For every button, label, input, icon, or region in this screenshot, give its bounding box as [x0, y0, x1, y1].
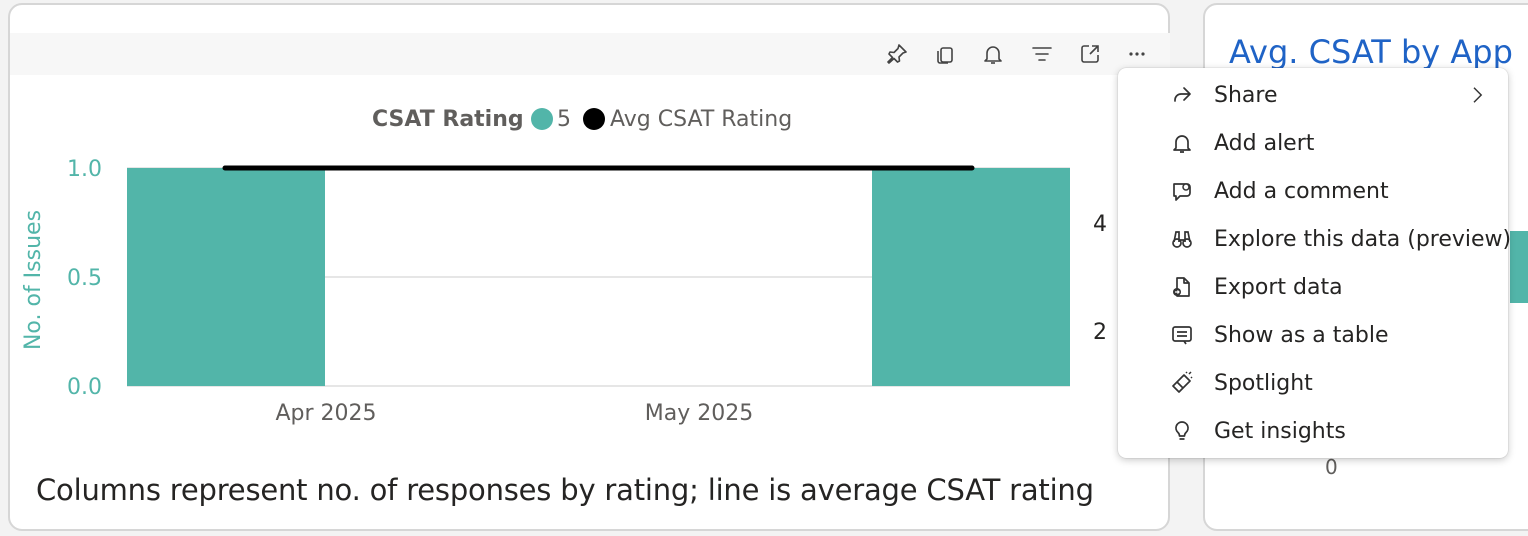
- menu-item-share[interactable]: Share: [1118, 71, 1508, 119]
- menu-item-add-a-comment[interactable]: Add a comment: [1118, 167, 1508, 215]
- share-icon: [1168, 81, 1196, 109]
- y-tick-label: 0.5: [67, 266, 102, 291]
- bar-apr-2025[interactable]: [127, 168, 325, 386]
- filter-icon[interactable]: [1025, 37, 1059, 71]
- menu-item-get-insights[interactable]: Get insights: [1118, 407, 1508, 455]
- menu-item-export-data[interactable]: Export data: [1118, 263, 1508, 311]
- lightbulb-icon: [1168, 417, 1196, 445]
- table-icon: [1168, 321, 1196, 349]
- y-tick-label: 1.0: [67, 157, 102, 182]
- combo-chart: CSAT Rating 5 Avg CSAT Rating 0.0 0.5 1.0 A…: [21, 107, 1107, 426]
- comment-icon: [1168, 177, 1196, 205]
- legend-item-5: 5: [557, 107, 571, 132]
- visual-card[interactable]: CSAT Rating 5 Avg CSAT Rating 0.0 0.5 1.0 A…: [8, 3, 1170, 531]
- legend-item-avg-csat: Avg CSAT Rating: [610, 107, 792, 132]
- menu-item-label: Spotlight: [1214, 370, 1313, 396]
- binoculars-icon: [1168, 225, 1196, 253]
- legend-marker-5: [531, 108, 553, 130]
- chart-bar[interactable]: [1510, 231, 1528, 303]
- plot-area: 0.0 0.5 1.0 Apr 2025 May 2025 2 4: [67, 157, 1107, 426]
- bell-icon: [1168, 129, 1196, 157]
- y-tick-label: 0.0: [67, 375, 102, 400]
- y2-tick-label: 4: [1093, 212, 1107, 237]
- menu-item-label: Show as a table: [1214, 322, 1389, 348]
- export-icon: [1168, 273, 1196, 301]
- bell-icon[interactable]: [976, 37, 1010, 71]
- more-options-icon[interactable]: [1120, 37, 1154, 71]
- menu-item-explore-this-data-preview[interactable]: Explore this data (preview): [1118, 215, 1512, 263]
- legend-title: CSAT Rating: [372, 107, 524, 132]
- bar-may-2025[interactable]: [872, 168, 1070, 386]
- chart-legend: CSAT Rating 5 Avg CSAT Rating: [372, 107, 792, 132]
- legend-marker-avg: [583, 108, 605, 130]
- menu-item-label: Get insights: [1214, 418, 1346, 444]
- visual-title[interactable]: Avg. CSAT by App: [1229, 33, 1513, 71]
- menu-item-label: Explore this data (preview): [1214, 226, 1512, 252]
- menu-item-add-alert[interactable]: Add alert: [1118, 119, 1508, 167]
- x-tick-label: May 2025: [645, 401, 753, 426]
- menu-item-label: Share: [1214, 82, 1278, 108]
- chevron-right-icon: [1468, 83, 1488, 107]
- pin-icon[interactable]: [880, 37, 914, 71]
- menu-item-label: Export data: [1214, 274, 1343, 300]
- visual-caption: Columns represent no. of responses by ra…: [36, 473, 1094, 507]
- menu-item-label: Add a comment: [1214, 178, 1389, 204]
- y-axis-label: No. of Issues: [21, 210, 46, 350]
- visual-header-toolbar: [10, 33, 1170, 75]
- menu-item-show-as-a-table[interactable]: Show as a table: [1118, 311, 1508, 359]
- menu-item-spotlight[interactable]: Spotlight: [1118, 359, 1508, 407]
- copy-icon[interactable]: [928, 37, 962, 71]
- menu-item-label: Add alert: [1214, 130, 1315, 156]
- axis-tick-label: 0: [1325, 455, 1338, 479]
- x-tick-label: Apr 2025: [275, 401, 376, 426]
- spotlight-icon: [1168, 369, 1196, 397]
- y2-tick-label: 2: [1093, 320, 1107, 345]
- more-options-menu: Share Add alert Add a comment Explore this …: [1118, 68, 1512, 458]
- focus-mode-icon[interactable]: [1073, 37, 1107, 71]
